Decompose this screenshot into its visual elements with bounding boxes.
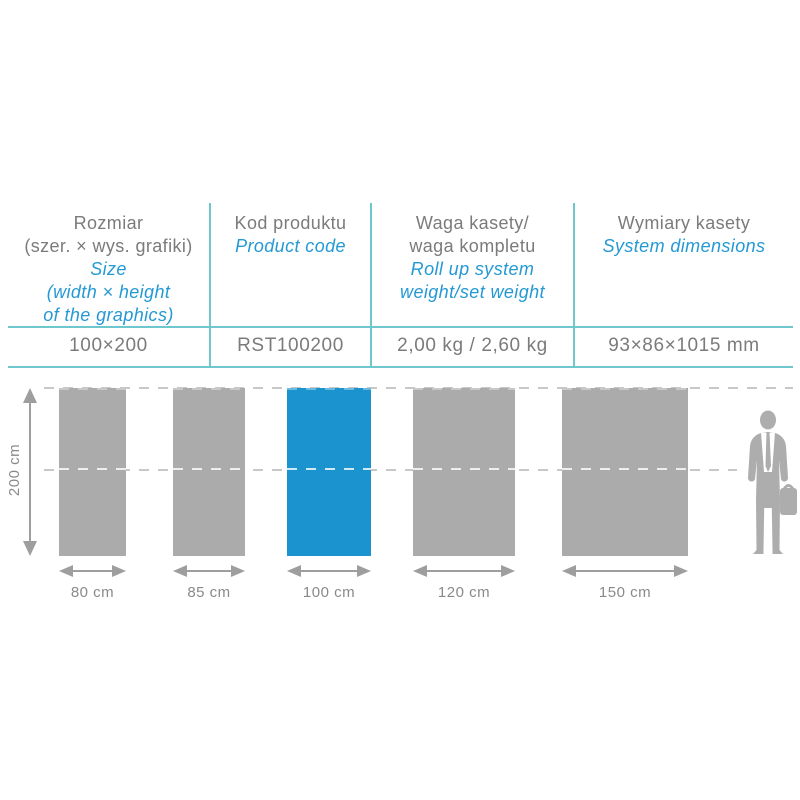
width-label: 100 cm xyxy=(302,584,356,601)
middle-dashed-guide-line xyxy=(44,469,737,471)
arrow-down-icon xyxy=(23,541,37,556)
table-divider-line xyxy=(8,326,793,328)
dimensions-value: 93×86×1015 mm xyxy=(608,335,760,356)
arrow-right-icon xyxy=(112,565,126,577)
width-label: 150 cm xyxy=(598,584,652,601)
width-dimension-arrow xyxy=(59,564,126,578)
column-header-pl: Kod produktu xyxy=(234,213,347,233)
column-header-en: System dimensions xyxy=(602,236,766,256)
arrow-left-icon xyxy=(173,565,187,577)
arrow-right-icon xyxy=(357,565,371,577)
size-value: 100×200 xyxy=(69,335,148,356)
column-header-en: Roll up system weight/set weight xyxy=(400,259,545,302)
weight-value: 2,00 kg / 2,60 kg xyxy=(397,335,548,356)
banner-rect xyxy=(59,388,126,556)
spec-column-size: Rozmiar (szer. × wys. grafiki) Size (wid… xyxy=(8,203,211,368)
arrow-left-icon xyxy=(287,565,301,577)
size-comparison-diagram: 200 cm 80 cm 85 xyxy=(0,380,800,615)
banner-rect xyxy=(173,388,245,556)
arrow-left-icon xyxy=(413,565,427,577)
column-header-en: Product code xyxy=(235,236,346,256)
column-header-pl: Waga kasety/ waga kompletu xyxy=(409,213,536,256)
spec-column-weight: Waga kasety/ waga kompletu Roll up syste… xyxy=(372,203,575,368)
spec-column-dimensions: Wymiary kasety System dimensions 93×86×1… xyxy=(575,203,793,368)
width-label: 80 cm xyxy=(70,584,115,601)
width-dimension-arrow xyxy=(413,564,515,578)
arrow-up-icon xyxy=(23,388,37,403)
width-dimension-arrow xyxy=(173,564,245,578)
width-label: 120 cm xyxy=(437,584,491,601)
column-header-pl: Wymiary kasety xyxy=(617,213,751,233)
arrow-right-icon xyxy=(674,565,688,577)
height-dimension-arrow xyxy=(22,388,38,556)
arrow-left-icon xyxy=(562,565,576,577)
arrow-right-icon xyxy=(501,565,515,577)
banner-rect xyxy=(413,388,515,556)
table-divider-line xyxy=(8,366,793,368)
width-dimension-arrow xyxy=(562,564,688,578)
person-silhouette-icon xyxy=(748,410,797,554)
column-header-pl: Rozmiar (szer. × wys. grafiki) xyxy=(24,213,193,256)
width-label: 85 cm xyxy=(187,584,231,601)
banner-rect-highlighted xyxy=(287,388,371,556)
spec-column-product-code: Kod produktu Product code RST100200 xyxy=(211,203,372,368)
banner-rect xyxy=(562,388,688,556)
column-header-en: Size (width × height of the graphics) xyxy=(43,259,174,325)
height-label: 200 cm xyxy=(6,443,23,497)
width-dimension-arrow xyxy=(287,564,371,578)
arrow-right-icon xyxy=(231,565,245,577)
product-code-value: RST100200 xyxy=(237,335,344,356)
spec-table: Rozmiar (szer. × wys. grafiki) Size (wid… xyxy=(8,203,793,368)
arrow-left-icon xyxy=(59,565,73,577)
